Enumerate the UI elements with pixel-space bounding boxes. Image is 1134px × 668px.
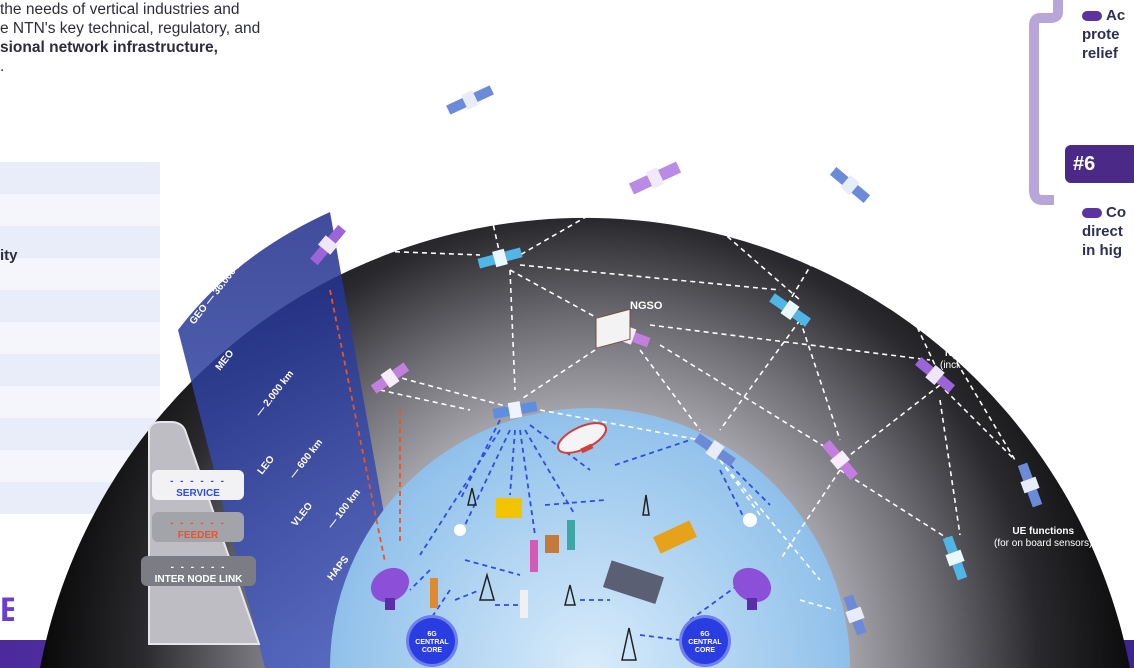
person-icon (520, 590, 528, 618)
right-item-1: Ac prote relief (1082, 7, 1126, 62)
intro-text: the needs of vertical industries and e N… (0, 0, 340, 76)
tower-icon (642, 494, 650, 516)
truck-icon (595, 308, 631, 349)
6g-central-core-left: 6G CENTRAL CORE (409, 618, 455, 664)
ground-station-right-icon (732, 567, 772, 610)
legend-service: - - - - - - SERVICE (152, 470, 244, 500)
altitude-band (178, 212, 395, 668)
satellite-icon (822, 439, 858, 481)
earth-surface (330, 408, 850, 668)
ue-functions-label: UE functions (for on board sensors) (994, 526, 1093, 549)
intro-line-1: the needs of vertical industries and (0, 1, 240, 18)
satellite-icon (942, 535, 968, 581)
ground-station-left-icon (370, 567, 410, 610)
satellite-icon (492, 401, 538, 419)
airship-icon (556, 422, 608, 454)
right-item-2: Co direct in hig (1082, 204, 1126, 259)
luggage-icon (545, 535, 559, 553)
legend-feeder: - - - - - - FEEDER (152, 512, 244, 542)
feeder-links (329, 289, 401, 563)
satellite-icon (769, 293, 811, 327)
ngso-label: NGSO (630, 300, 663, 312)
bullet-icon (1082, 11, 1102, 22)
person-icon (530, 540, 538, 572)
network-functions-label: Network functions (incl. Edge resources) (940, 348, 1038, 371)
satellite-icon (370, 362, 410, 394)
satellite-icon (843, 594, 867, 636)
satellite-icon (310, 224, 346, 266)
tower-icon (479, 572, 495, 601)
train-icon (653, 520, 697, 554)
satellite-icon (829, 167, 871, 203)
satellite-icon (628, 161, 682, 195)
intro-line-3: sional network infrastructure, (0, 39, 218, 56)
left-row-label: ity (0, 247, 18, 264)
person-icon (430, 578, 438, 608)
satellite-icon (477, 247, 523, 269)
satellite-icon (446, 85, 494, 115)
ground-assets (430, 308, 757, 661)
person-icon (567, 520, 575, 550)
legend-inter-node-link: - - - - - - INTER NODE LINK (141, 556, 256, 586)
bullet-icon (1082, 208, 1102, 219)
satellite-icon (694, 433, 736, 467)
drone-icon (454, 524, 466, 536)
6g-central-core-right: 6G CENTRAL CORE (682, 618, 728, 664)
satellite-icon (1017, 462, 1043, 508)
intro-line-2: e NTN's key technical, regulatory, and (0, 20, 261, 37)
van-icon (496, 498, 522, 518)
right-bracket (1029, 0, 1063, 205)
tower-icon (621, 627, 637, 661)
intro-line-4: . (0, 58, 5, 75)
bottom-letter: E (0, 591, 14, 629)
satellite-icon (914, 357, 956, 393)
gso-label-right: GSO (856, 150, 881, 162)
section-badge: #6 (1065, 145, 1134, 183)
ship-icon (602, 560, 664, 604)
inter-node-links (339, 94, 1016, 611)
tower-icon (564, 584, 576, 606)
tower-icon (467, 487, 477, 506)
gso-label-top: GSO (456, 67, 481, 79)
drone-icon (743, 513, 757, 527)
